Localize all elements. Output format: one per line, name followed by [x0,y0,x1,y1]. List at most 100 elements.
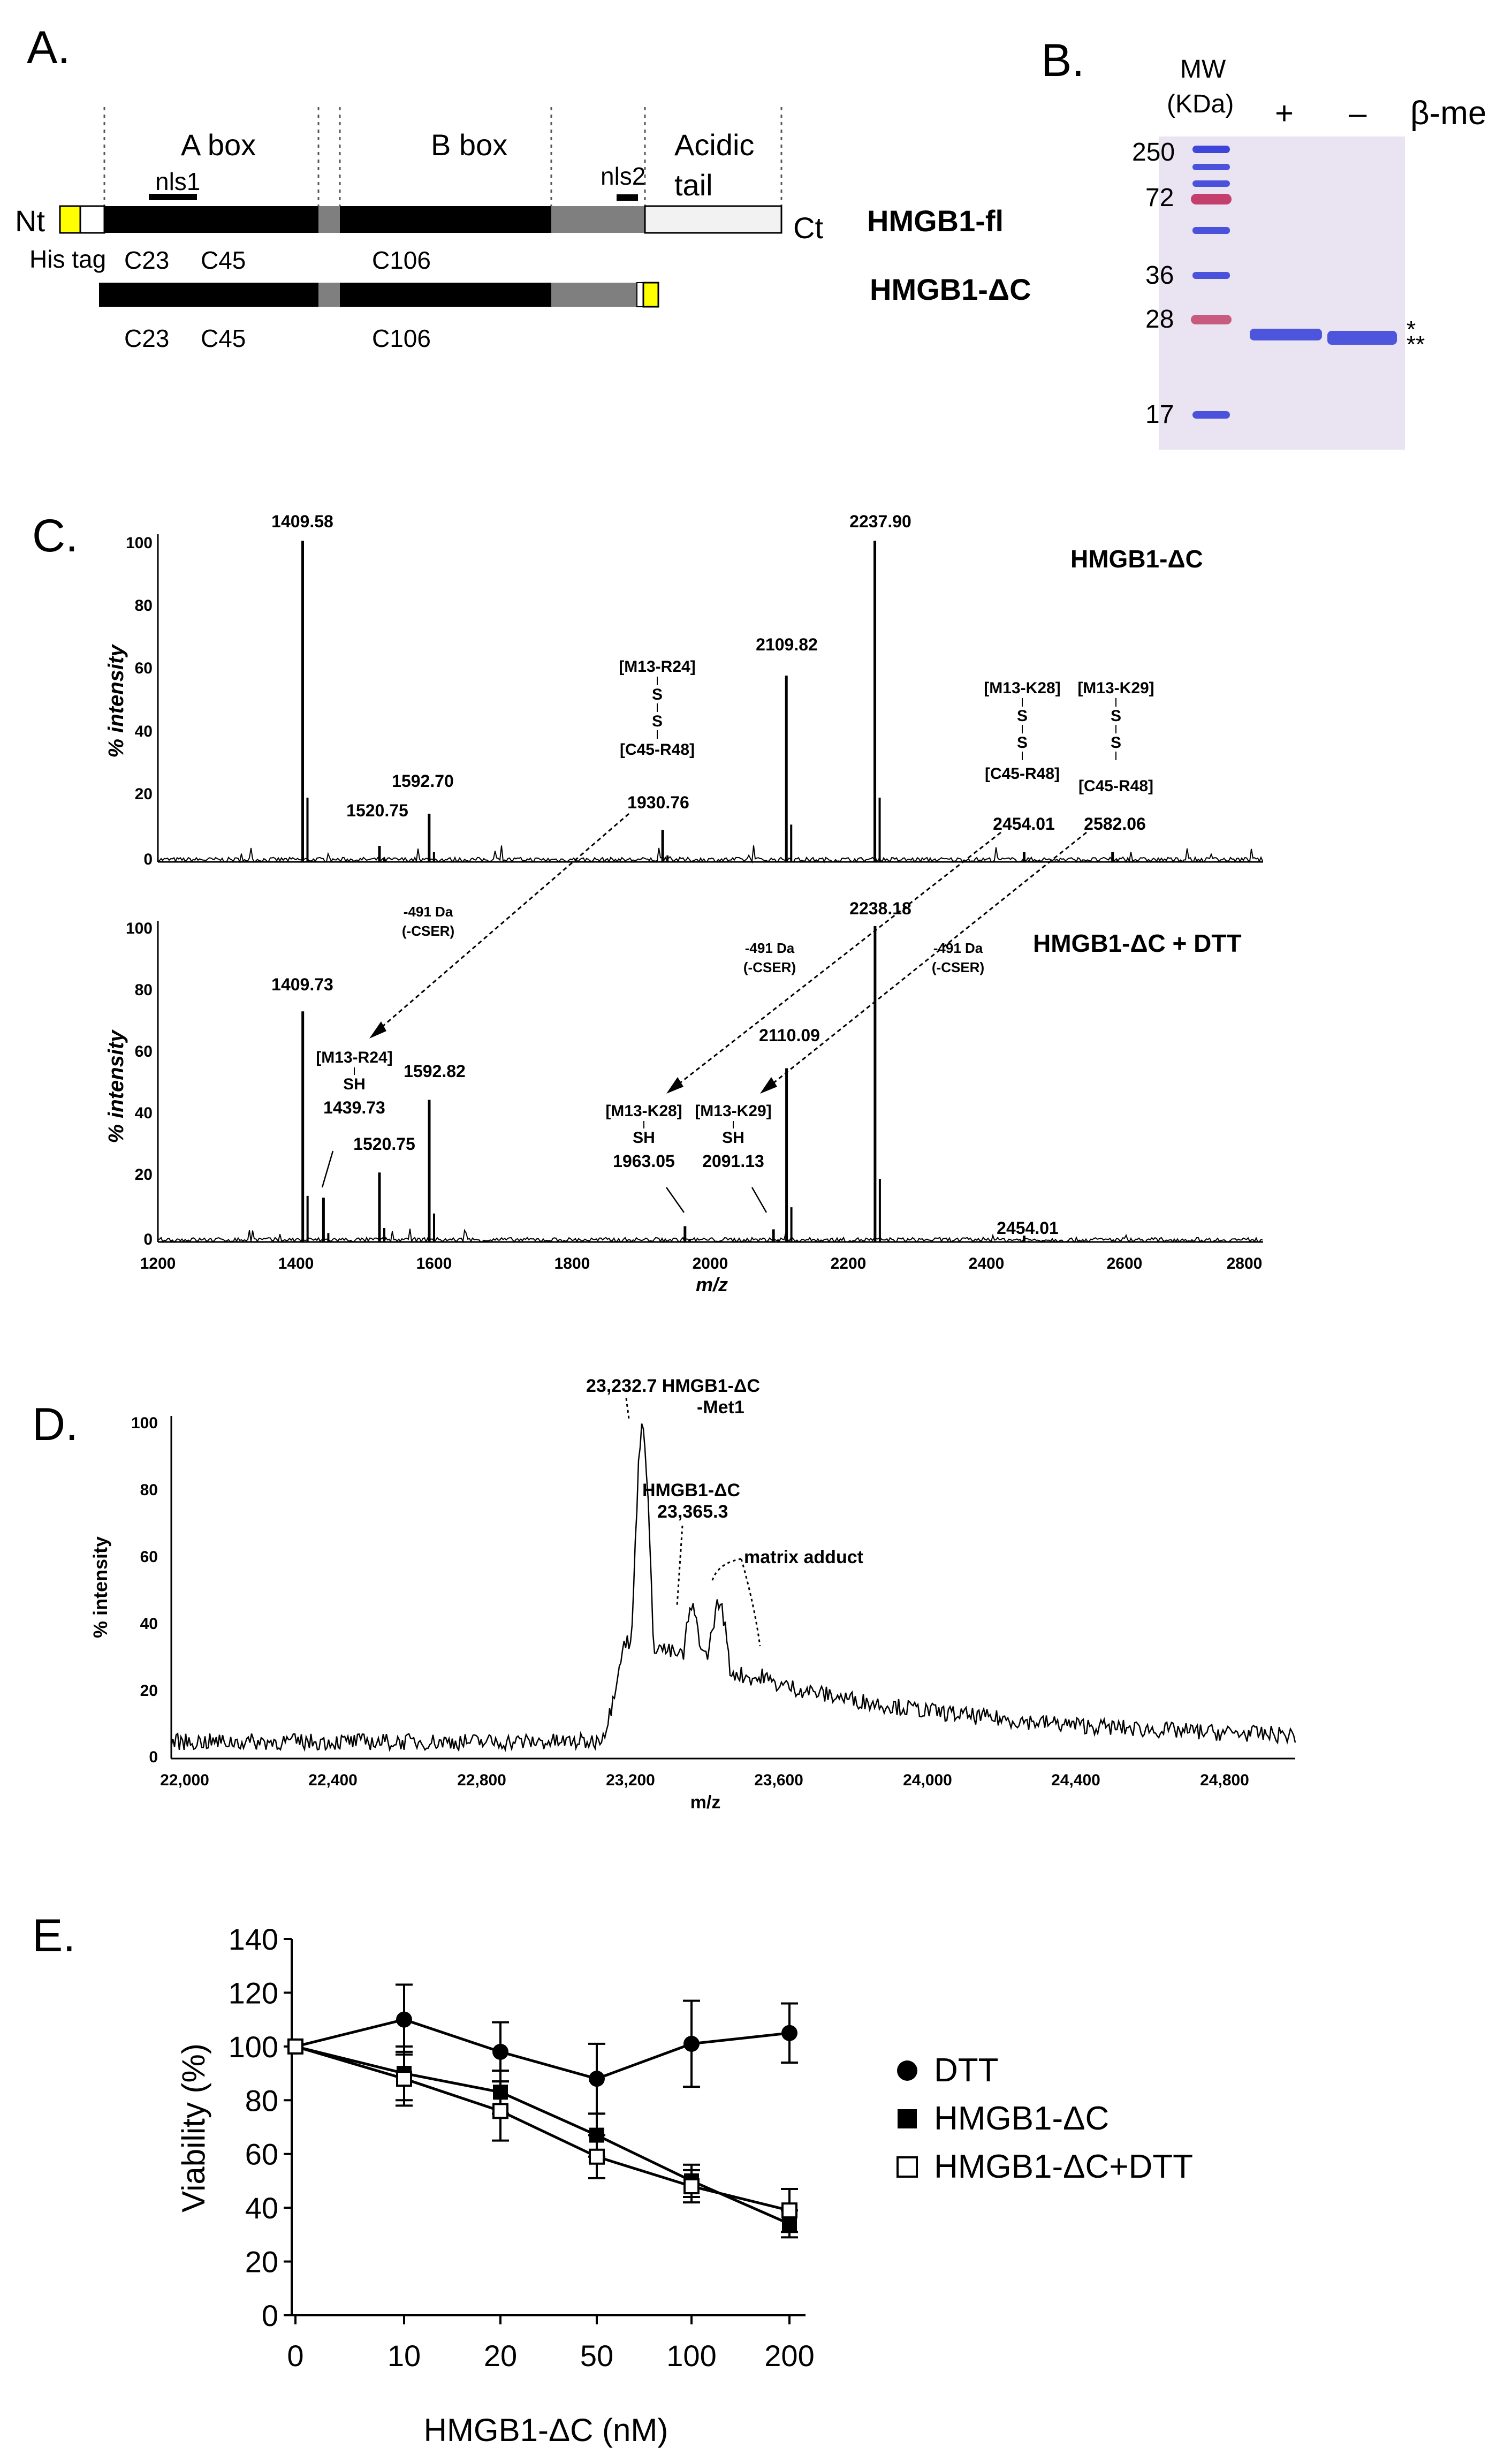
data-point [287,2038,303,2055]
peak-label: 2237.90 [849,512,911,531]
data-point [781,2202,797,2219]
domain-separators [103,107,782,211]
peak-label: 1930.76 [627,793,689,812]
d-xtick: 23,600 [754,1771,803,1789]
c-top-ytick: 0 [143,851,153,868]
e-xtick-label: 0 [287,2339,303,2373]
c-xticks: 1200 1400 1600 1800 2000 2200 2400 2600 … [140,1255,1263,1272]
disulfide-m13-r24: [M13-R24] S S [C45-R48] [619,658,695,759]
data-point [781,2025,797,2041]
lane-minus: – [1349,95,1367,131]
beta-me-label: β-me [1410,95,1486,132]
c-top-title: HMGB1-ΔC [1070,545,1203,573]
c-xtick: 2000 [693,1255,728,1272]
s-atom: S [652,713,663,730]
e-ytick-label: 100 [229,2030,278,2064]
dc-his-tag [642,282,659,308]
nls1-label: nls1 [155,168,200,195]
reduced-m13-r24: [M13-R24] SH [316,1049,392,1093]
ladder-band-28 [1191,315,1232,324]
data-point [589,2148,605,2165]
e-xtick-label: 10 [388,2339,421,2373]
baseline-noise [157,845,1263,864]
fragment-label: [M13-R24] [316,1049,392,1066]
loss-label: (-CSER) [402,923,454,939]
c-bottom-ytick: 60 [135,1043,153,1060]
fragment-label: [M13-R24] [619,658,695,676]
panel-b-letter: B. [1041,35,1084,86]
d-ytick: 60 [140,1548,158,1566]
fragment-label: [M13-K28] [605,1102,682,1120]
arrow-head [369,1021,386,1039]
c-xlabel: m/z [696,1274,728,1295]
c-top-ytick: 100 [126,534,153,552]
peak-label: 1409.58 [271,512,333,531]
legend-marker [897,2060,917,2081]
c-bottom-peak-labels: 1409.73 1439.73 1520.75 1592.82 1963.05 … [271,899,1059,1238]
e-xticks: 0 10 20 50 100 200 [287,2315,815,2373]
c-xtick: 1400 [278,1255,314,1272]
peak-label: 2454.01 [997,1218,1059,1238]
lane-plus: + [1275,95,1294,131]
arrow-heads [369,1021,777,1094]
peak-label: 2582.06 [1084,814,1146,834]
e-xlabel: HMGB1-ΔC (nM) [424,2412,668,2448]
e-axes: 0 20 40 60 80 100 120 140 0 10 20 50 100 200 Viabili… [176,1922,815,2448]
arrow-k28 [671,831,1001,1090]
series-line [295,2018,790,2080]
peak-label: 2110.09 [759,1026,820,1045]
e-xtick-label: 20 [484,2339,517,2373]
ladder-band [1192,227,1230,234]
fl-his-tag [59,205,81,234]
d-xtick: 23,200 [606,1771,655,1789]
peak-label: 1592.70 [392,771,454,791]
series-line [295,2045,791,2225]
d-xtick: 22,400 [308,1771,358,1789]
mw-header: MW [1180,55,1226,84]
fl-b-box [340,206,551,233]
fragment-label: [M13-K29] [695,1102,771,1120]
loss-label: (-CSER) [743,959,796,975]
d-ytick: 80 [140,1481,158,1499]
mw-28: 28 [1145,305,1174,334]
d-xlabel: m/z [690,1792,721,1813]
arrow-k29 [765,831,1087,1090]
e-ytick-label: 120 [229,1976,278,2010]
fragment-label: [C45-R48] [1078,777,1153,795]
d-ytick: 0 [149,1748,158,1766]
d-annotation-adduct: matrix adduct [744,1547,863,1567]
peak-label: 2454.01 [993,814,1055,834]
data-point [492,2103,508,2119]
data-point [683,2035,700,2052]
nls2-bar [617,194,638,201]
peak-label: 1963.05 [613,1151,675,1171]
c-xtick: 2200 [831,1255,867,1272]
band-mark-single: * [1407,316,1416,343]
series-circle [287,1983,798,2115]
sh-group: SH [343,1075,366,1093]
fl-linker [79,205,105,234]
sample-band-plus [1250,329,1322,340]
dc-spacer [636,282,644,307]
e-ytick-label: 20 [245,2245,278,2279]
peak-label: 1409.73 [271,975,333,994]
fl-linker-1 [318,206,340,233]
panel-e: E. 0 20 40 60 80 100 120 140 0 10 20 50 100 200 Viab… [32,1910,1193,2448]
c-bottom-ytick: 0 [143,1231,153,1248]
kda-header: (KDa) [1167,90,1234,118]
e-ylabel: Viability (%) [176,2043,211,2212]
e-ytick-label: 80 [245,2083,278,2117]
disulfide-m13-k29: [M13-K29] S S [C45-R48] [1077,679,1154,795]
data-point [683,2178,700,2194]
series-line [295,2045,790,2212]
panel-c-letter: C. [32,510,78,562]
s-atom: S [1111,707,1121,725]
sh-group: SH [722,1129,744,1147]
e-xtick-label: 200 [764,2339,814,2373]
dc-b-box [340,283,551,307]
c-top-ytick: 40 [135,723,153,740]
b-box-label: B box [431,128,507,162]
panel-d-letter: D. [32,1399,78,1450]
arrow-r24 [374,813,629,1034]
data-point [396,2011,412,2028]
